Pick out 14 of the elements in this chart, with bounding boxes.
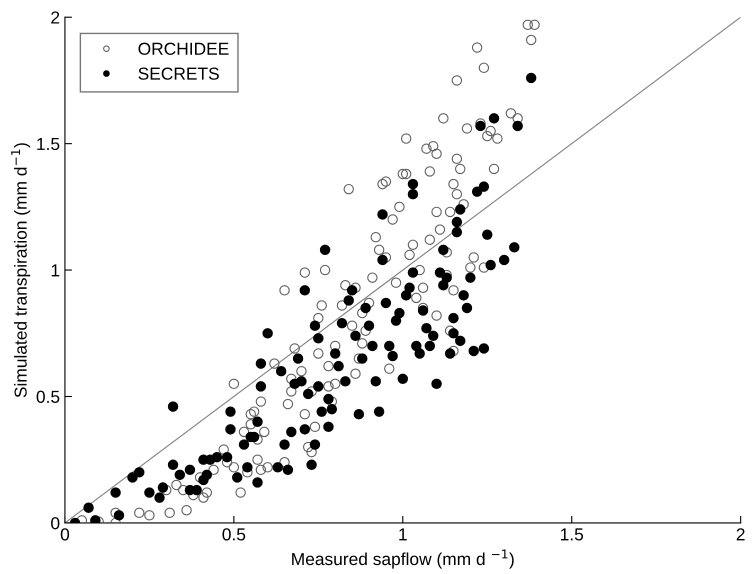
x-tick-label: 1.5: [560, 528, 584, 541]
legend-label: SECRETS: [138, 67, 219, 80]
y-tick-label: 0: [51, 517, 60, 530]
legend-label: ORCHIDEE: [138, 42, 229, 55]
x-tick-label: 1: [399, 528, 407, 540]
y-tick-label: 0.5: [36, 390, 60, 403]
y-tick-label: 2: [51, 11, 60, 24]
y-tick-label: 1: [52, 264, 60, 276]
y-tick-label: 1.5: [37, 138, 60, 150]
x-tick-label: 0.5: [222, 528, 246, 541]
x-tick-label: 0: [60, 528, 70, 541]
x-axis-title: Measured sapflow (mm d $^{−1}$): [292, 550, 514, 569]
x-tick-label: 2: [736, 528, 745, 540]
y-axis-title: Simulated transpiration (mm d$^{−1}$): [11, 143, 30, 398]
